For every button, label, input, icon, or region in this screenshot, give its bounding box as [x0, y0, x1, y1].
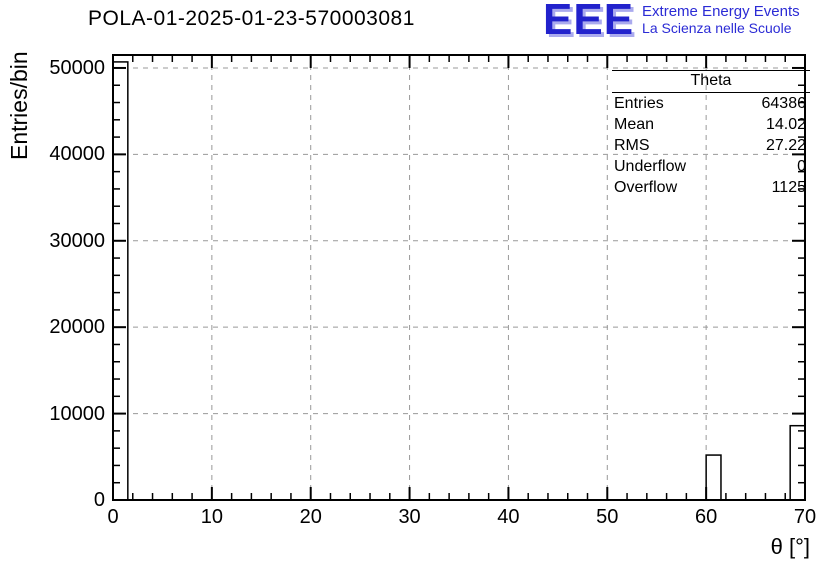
eee-logo-letters: EEE — [543, 0, 635, 44]
stats-label: Underflow — [614, 157, 687, 175]
stats-label: Mean — [614, 115, 655, 133]
y-tick-label: 20000 — [49, 316, 105, 339]
stats-row-overflow: Overflow 1125 — [612, 177, 810, 198]
histogram-bar — [789, 424, 806, 501]
stats-row-mean: Mean 14.02 — [612, 114, 810, 135]
stats-label: Entries — [614, 94, 664, 112]
stats-row-underflow: Underflow 0 — [612, 156, 810, 177]
stats-value: 64386 — [761, 94, 807, 112]
x-tick-label: 70 — [793, 506, 817, 528]
stats-row-rms: RMS 27.22 — [612, 135, 810, 156]
stats-value: 14.02 — [765, 115, 806, 133]
x-tick-label: 0 — [107, 506, 119, 528]
eee-logo-caption: Extreme Energy Events La Scienza nelle S… — [642, 3, 800, 36]
stats-label: Overflow — [614, 178, 678, 196]
eee-logo: EEE Extreme Energy Events La Scienza nel… — [543, 0, 800, 44]
plot-title: POLA-01-2025-01-23-570003081 — [88, 7, 415, 30]
y-tick-label: 40000 — [49, 143, 105, 166]
stats-box-title: Theta — [612, 70, 810, 93]
plot-frame — [112, 54, 806, 501]
y-tick-label: 10000 — [49, 402, 105, 425]
x-tick-label: 30 — [398, 506, 421, 528]
x-tick-label: 40 — [497, 506, 520, 528]
y-tick-label: 50000 — [49, 56, 105, 79]
histogram-svg — [112, 54, 806, 501]
eee-logo-line1: Extreme Energy Events — [642, 3, 800, 20]
stats-value: 1125 — [771, 178, 806, 196]
x-axis-label: θ [°] — [770, 534, 810, 559]
x-tick-label: 10 — [200, 506, 223, 528]
x-tick-label: 60 — [695, 506, 718, 528]
stats-row-entries: Entries 64386 — [612, 93, 810, 114]
x-tick-label: 50 — [596, 506, 619, 528]
eee-logo-line2: La Scienza nelle Scuole — [642, 20, 792, 36]
stats-value: 27.22 — [765, 136, 806, 154]
stats-label: RMS — [614, 136, 650, 154]
x-tick-label: 20 — [299, 506, 322, 528]
histogram-bar — [705, 454, 722, 501]
y-tick-label: 0 — [93, 489, 105, 511]
histogram-bar — [112, 61, 129, 501]
stats-value: 0 — [797, 157, 806, 175]
stats-box: Theta Entries 64386 Mean 14.02 RMS 27.22… — [612, 70, 810, 198]
y-tick-label: 30000 — [49, 229, 105, 252]
